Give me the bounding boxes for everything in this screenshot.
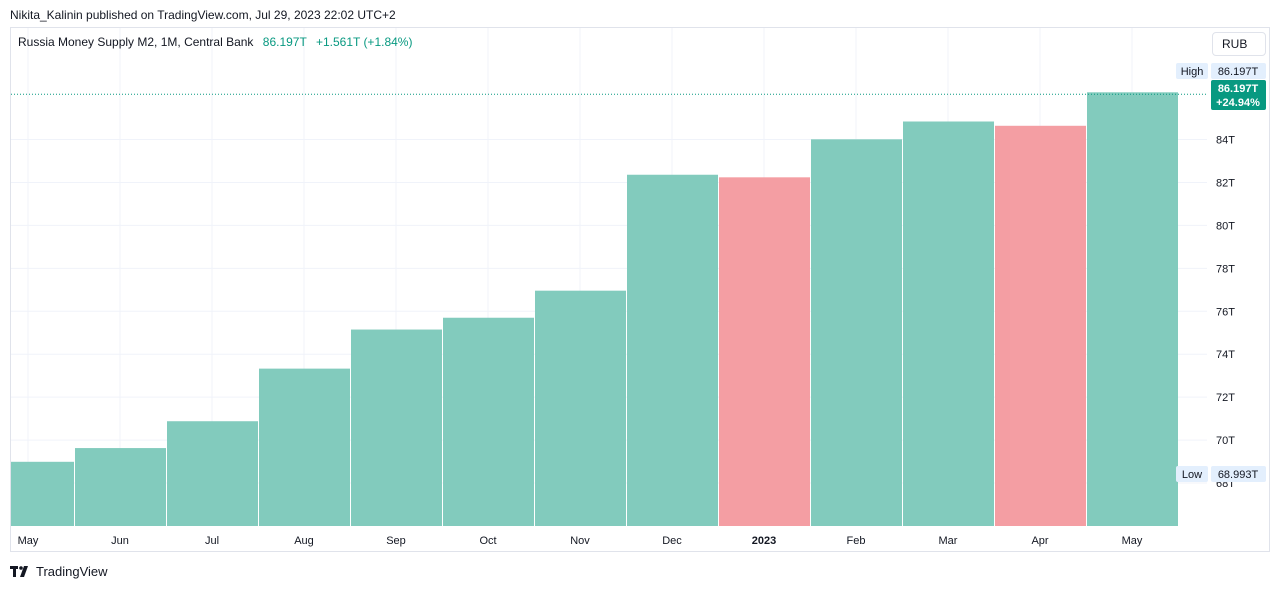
chart-frame [10,27,1270,552]
y-tick-label: 84T [1216,135,1235,147]
currency-button[interactable]: RUB [1212,32,1266,56]
bar-may-0[interactable] [11,461,74,526]
x-tick-label: 2023 [752,535,776,547]
y-tick-label: 78T [1216,263,1235,275]
x-tick-label: Nov [570,535,590,547]
y-tick-label: 70T [1216,435,1235,447]
y-tick-label: 82T [1216,177,1235,189]
last-price-value: 86.197T [1218,83,1259,95]
high-value: 86.197T [1218,66,1259,78]
series-value: 86.197T [262,35,307,49]
bar-aug-3[interactable] [259,368,350,526]
x-tick-label: Oct [479,535,496,547]
bar-oct-5[interactable] [443,317,534,526]
bar-feb-9[interactable] [811,139,902,527]
last-price-change: +24.94% [1216,97,1260,109]
tradingview-footer[interactable]: TradingView [10,564,108,579]
bar-jun-1[interactable] [75,448,166,526]
x-tick-label: Apr [1031,535,1048,547]
high-value-badge [1211,63,1266,79]
last-price-badge [1211,80,1266,110]
bar-may-12[interactable] [1087,92,1178,526]
bar-apr-11[interactable] [995,125,1086,526]
bar-nov-6[interactable] [535,290,626,526]
series-name: Russia Money Supply M2, 1M, Central Bank [18,35,254,49]
bar-2023-8[interactable] [719,177,810,527]
tradingview-logo-icon [10,565,28,577]
high-label: High [1181,66,1204,78]
low-value: 68.993T [1218,469,1259,481]
low-value-badge [1211,466,1266,482]
series-change: +1.561T (+1.84%) [315,35,413,49]
bar-dec-7[interactable] [627,174,718,526]
x-tick-label: May [1122,535,1143,547]
y-tick-label: 76T [1216,306,1235,318]
bar-mar-10[interactable] [903,121,994,527]
x-tick-label: May [18,535,39,547]
x-tick-label: Dec [662,535,682,547]
x-tick-label: Sep [386,535,406,547]
low-label: Low [1182,469,1202,481]
x-tick-label: Jul [205,535,219,547]
x-tick-label: Aug [294,535,314,547]
tradingview-brand: TradingView [36,564,108,579]
chart-legend[interactable]: Russia Money Supply M2, 1M, Central Bank… [18,35,412,49]
x-tick-label: Mar [939,535,958,547]
y-tick-label: 74T [1216,349,1235,361]
low-label-badge [1176,466,1208,482]
x-tick-label: Jun [111,535,129,547]
bar-sep-4[interactable] [351,329,442,526]
high-label-badge [1176,63,1208,79]
bar-jul-2[interactable] [167,421,258,526]
y-tick-label: 72T [1216,392,1235,404]
y-tick-label: 80T [1216,220,1235,232]
x-tick-label: Feb [847,535,866,547]
publisher-line: Nikita_Kalinin published on TradingView.… [10,8,396,22]
